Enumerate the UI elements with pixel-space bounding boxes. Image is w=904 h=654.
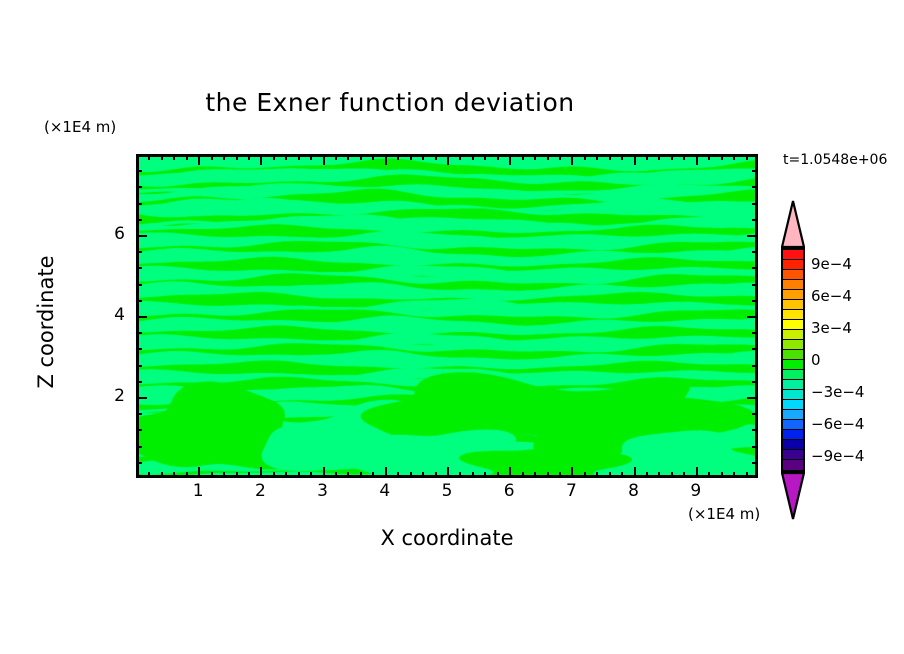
colorbar-label: 9e−4 xyxy=(811,255,852,273)
x-tick-label: 7 xyxy=(565,481,577,501)
colorbar-label: 3e−4 xyxy=(811,319,852,337)
colorbar-segment xyxy=(783,270,803,280)
contour-plot-area xyxy=(136,154,758,478)
colorbar-segment xyxy=(783,460,803,470)
colorbar-segment xyxy=(783,390,803,400)
colorbar-segment xyxy=(783,440,803,450)
x-tick-label: 9 xyxy=(690,481,702,501)
colorbar: 9e−4 6e−4 3e−4 0 −3e−4 −6e−4 −9e−4 xyxy=(780,200,864,520)
colorbar-segment xyxy=(783,340,803,350)
colorbar-segment xyxy=(783,360,803,370)
colorbar-segment xyxy=(783,350,803,360)
colorbar-segment xyxy=(783,310,803,320)
colorbar-underflow-cap-bottom xyxy=(780,471,806,520)
x-tick-label: 5 xyxy=(441,481,453,501)
x-tick-label: 2 xyxy=(254,481,266,501)
triangle-down-icon xyxy=(780,471,806,520)
colorbar-segment xyxy=(783,420,803,430)
colorbar-label: −6e−4 xyxy=(811,415,865,433)
colorbar-segment xyxy=(783,250,803,260)
x-tick-label: 4 xyxy=(379,481,391,501)
y-axis-unit-label: (×1E4 m) xyxy=(44,118,117,136)
colorbar-label: −9e−4 xyxy=(811,447,865,465)
colorbar-segment xyxy=(783,330,803,340)
colorbar-label: 6e−4 xyxy=(811,287,852,305)
y-tick-label: 4 xyxy=(114,305,125,325)
colorbar-segment xyxy=(783,320,803,330)
colorbar-segment xyxy=(783,410,803,420)
contour-field xyxy=(139,157,755,475)
y-tick-label: 6 xyxy=(114,224,125,244)
colorbar-segment xyxy=(783,400,803,410)
colorbar-segment xyxy=(783,370,803,380)
colorbar-segment xyxy=(783,430,803,440)
colorbar-label: 0 xyxy=(811,351,821,369)
colorbar-segment xyxy=(783,380,803,390)
x-tick-label: 8 xyxy=(628,481,639,501)
timestamp-annotation: t=1.0548e+06 xyxy=(783,152,888,168)
colorbar-segment xyxy=(783,450,803,460)
colorbar-overflow-cap-top xyxy=(780,200,806,249)
y-axis-title: Z coordinate xyxy=(34,255,58,389)
colorbar-segment xyxy=(783,280,803,290)
page-title: the Exner function deviation xyxy=(205,88,575,117)
triangle-up-icon xyxy=(780,200,806,249)
x-tick-label: 6 xyxy=(503,481,515,501)
y-tick-label: 2 xyxy=(114,386,125,406)
colorbar-segment xyxy=(783,300,803,310)
x-axis-title: X coordinate xyxy=(380,526,514,550)
colorbar-segment xyxy=(783,290,803,300)
colorbar-segment xyxy=(783,260,803,270)
x-axis-unit-label: (×1E4 m) xyxy=(688,505,761,523)
colorbar-segments xyxy=(781,248,805,472)
x-tick-label: 3 xyxy=(317,481,328,501)
colorbar-label: −3e−4 xyxy=(811,383,865,401)
x-tick-label: 1 xyxy=(192,481,204,501)
